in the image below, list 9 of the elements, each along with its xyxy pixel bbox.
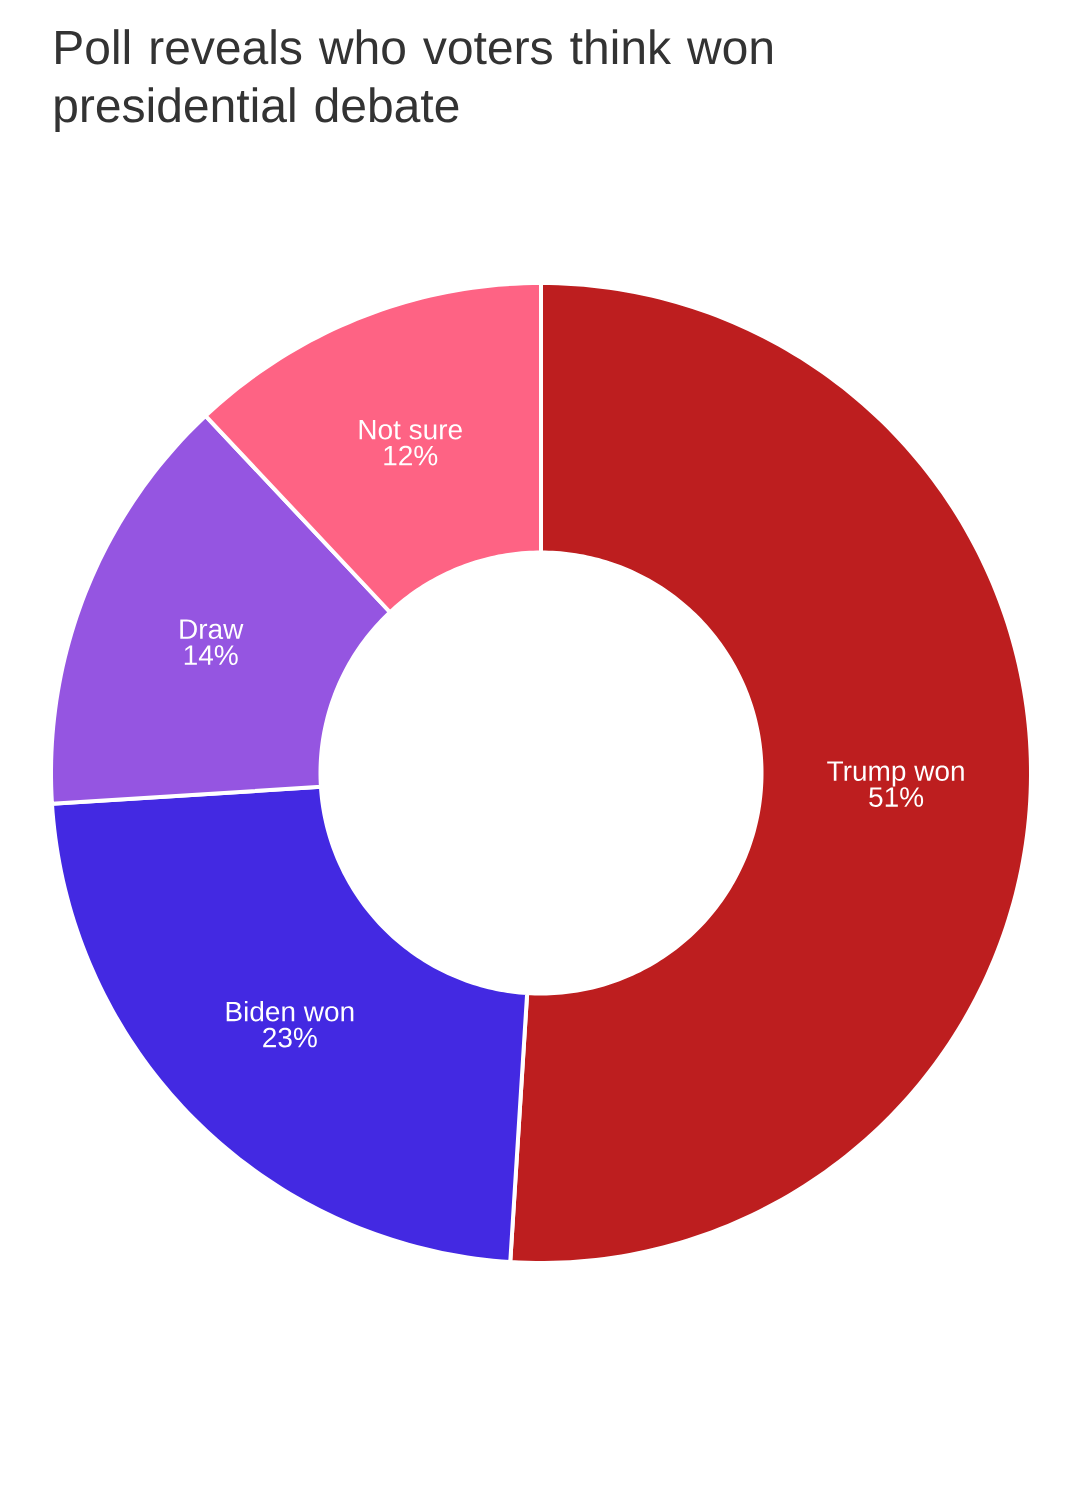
data-label: 12% <box>384 445 438 466</box>
chart-title: Poll reveals who voters think won presidential debate <box>55 29 772 132</box>
data-label: 23% <box>263 1027 317 1048</box>
slice-label: Draw <box>180 619 244 640</box>
data-label: 51% <box>869 787 924 807</box>
slice-label: Trump won <box>827 761 964 787</box>
slice-label: Not sure <box>359 419 462 440</box>
data-label: 14% <box>184 645 238 665</box>
slice-label: Biden won <box>226 1000 354 1022</box>
